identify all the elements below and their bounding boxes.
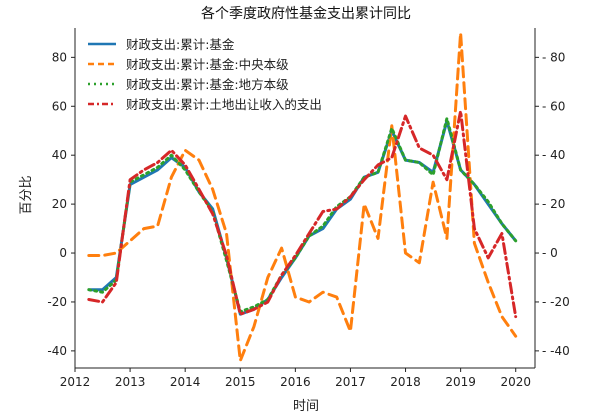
y-tick-label: 20 bbox=[52, 197, 67, 211]
y-tick-label: 80 bbox=[52, 50, 67, 64]
series-line-4 bbox=[87, 109, 518, 319]
legend-label-4: 财政支出:累计:土地出让收入的支出 bbox=[126, 97, 322, 112]
legend-label-3: 财政支出:累计:基金:地方本级 bbox=[126, 77, 289, 92]
y-tick-label-right: - 0 bbox=[542, 246, 558, 260]
x-tick-label: 2013 bbox=[115, 375, 146, 389]
x-tick-label: 2019 bbox=[445, 375, 476, 389]
series-line-3 bbox=[87, 117, 518, 314]
y-tick-label: 0 bbox=[59, 246, 67, 260]
x-tick-label: 2017 bbox=[335, 375, 366, 389]
x-tick-label: 2015 bbox=[225, 375, 256, 389]
y-tick-label: -40 bbox=[47, 344, 67, 358]
y-tick-label-right: - 80 bbox=[542, 50, 565, 64]
x-tick-label: 2014 bbox=[170, 375, 201, 389]
x-tick-label: 2016 bbox=[280, 375, 311, 389]
y-tick-label-right: - 40 bbox=[542, 148, 565, 162]
y-tick-label: 40 bbox=[52, 148, 67, 162]
y-tick-label-right: - -40 bbox=[542, 344, 570, 358]
legend: 财政支出:累计:基金财政支出:累计:基金:中央本级财政支出:累计:基金:地方本级… bbox=[88, 37, 322, 112]
y-tick-label: -20 bbox=[47, 295, 67, 309]
x-tick-label: 2012 bbox=[60, 375, 91, 389]
y-tick-label-right: - -20 bbox=[542, 295, 570, 309]
axes: 2012 2013 2014 2015 2016 2017 2018 2019 2020 -40 -… bbox=[47, 28, 570, 389]
legend-label-1: 财政支出:累计:基金 bbox=[126, 37, 235, 52]
y-tick-label-right: - 60 bbox=[542, 99, 565, 113]
x-tick-label: 2018 bbox=[390, 375, 421, 389]
y-tick-label-right: - 20 bbox=[542, 197, 565, 211]
x-tick-label: 2020 bbox=[500, 375, 531, 389]
x-axis-title: 时间 bbox=[293, 399, 319, 414]
y-tick-label: 60 bbox=[52, 99, 67, 113]
y-axis-title: 百分比 bbox=[19, 175, 34, 214]
series-line-2 bbox=[87, 31, 518, 363]
legend-label-2: 财政支出:累计:基金:中央本级 bbox=[126, 57, 289, 72]
series-layer bbox=[87, 31, 518, 363]
chart-title: 各个季度政府性基金支出累计同比 bbox=[201, 5, 411, 22]
